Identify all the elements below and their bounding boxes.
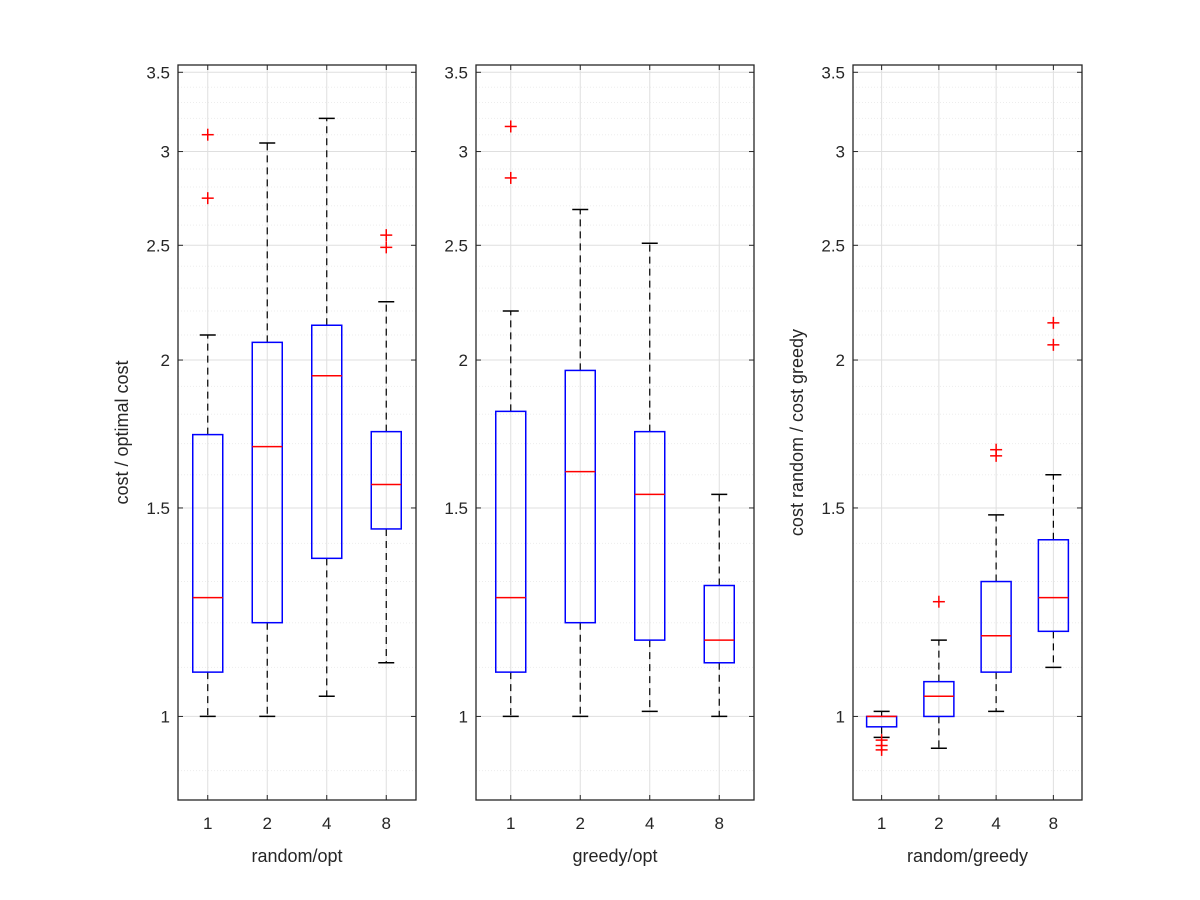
- axes-frame: [177, 64, 417, 801]
- y-axis-label: cost random / cost greedy: [787, 329, 807, 536]
- iqr-box: [192, 433, 224, 673]
- box-1: [865, 710, 898, 756]
- y-tick-label: 2.5: [821, 236, 845, 255]
- y-tick-label: 3: [161, 143, 170, 162]
- box-1: [495, 120, 527, 718]
- iqr-box: [923, 680, 955, 718]
- iqr-box: [980, 580, 1012, 673]
- outlier-marker: [990, 449, 1003, 462]
- x-tick-label: 2: [576, 814, 585, 833]
- y-tick-label: 1.5: [821, 499, 845, 518]
- y-tick-label: 3: [836, 143, 845, 162]
- box-2: [251, 142, 283, 718]
- x-axis-label: random/opt: [251, 846, 342, 866]
- x-tick-label: 2: [263, 814, 272, 833]
- outlier-marker: [504, 171, 517, 184]
- axes-frame: [475, 64, 755, 801]
- x-tick-label: 8: [715, 814, 724, 833]
- iqr-box: [703, 584, 735, 664]
- iqr-box: [634, 430, 666, 641]
- y-tick-label: 2: [459, 351, 468, 370]
- box-8: [1037, 316, 1070, 669]
- axes-frame: [852, 64, 1083, 801]
- iqr-box: [495, 410, 527, 673]
- box-2: [923, 595, 955, 750]
- chart-panel-1: 1 1.5 2 2.5 3 3.5 1 2 4 8 random/opt cost / optimal…: [112, 63, 417, 866]
- x-tick-label: 1: [506, 814, 515, 833]
- iqr-box: [251, 341, 283, 624]
- box-4: [634, 242, 666, 713]
- y-tick-label: 2.5: [146, 236, 170, 255]
- outlier-marker: [201, 192, 214, 205]
- x-tick-label: 4: [991, 814, 1000, 833]
- y-tick-label: 2.5: [444, 236, 468, 255]
- iqr-box: [1037, 539, 1070, 633]
- y-tick-label: 1.5: [444, 499, 468, 518]
- x-tick-label: 4: [645, 814, 654, 833]
- y-tick-label: 3.5: [146, 63, 170, 82]
- y-tick-label: 2: [836, 351, 845, 370]
- x-tick-label: 4: [322, 814, 331, 833]
- x-tick-label: 1: [877, 814, 886, 833]
- x-axis-label: greedy/opt: [572, 846, 657, 866]
- outlier-marker: [504, 120, 517, 133]
- outlier-marker: [875, 743, 888, 756]
- x-tick-label: 1: [203, 814, 212, 833]
- box-4: [980, 443, 1012, 713]
- y-tick-label: 3: [459, 143, 468, 162]
- x-tick-label: 8: [1049, 814, 1058, 833]
- outlier-marker: [1047, 338, 1060, 351]
- box-2: [564, 208, 596, 718]
- chart-panel-2: 1 1.5 2 2.5 3 3.5 1 2 4 8 greedy/opt: [444, 63, 755, 866]
- y-tick-label: 1: [836, 707, 845, 726]
- outlier-marker: [380, 241, 393, 254]
- y-tick-label: 2: [161, 351, 170, 370]
- y-tick-label: 1: [161, 707, 170, 726]
- iqr-box: [370, 430, 402, 530]
- iqr-box: [311, 324, 343, 560]
- x-tick-label: 8: [382, 814, 391, 833]
- outlier-marker: [201, 128, 214, 141]
- y-tick-label: 1: [459, 707, 468, 726]
- x-axis-label: random/greedy: [907, 846, 1028, 866]
- chart-panel-3: 1 1.5 2 2.5 3 3.5 1 2 4 8 random/greedy cost random…: [787, 63, 1083, 866]
- x-tick-label: 2: [934, 814, 943, 833]
- outlier-marker: [932, 595, 945, 608]
- y-tick-label: 3.5: [444, 63, 468, 82]
- y-axis-label: cost / optimal cost: [112, 360, 132, 504]
- y-tick-label: 3.5: [821, 63, 845, 82]
- box-8: [703, 493, 735, 718]
- outlier-marker: [1047, 316, 1060, 329]
- box-8: [370, 229, 402, 664]
- iqr-box: [564, 369, 596, 624]
- box-1: [192, 128, 224, 718]
- outlier-marker: [380, 229, 393, 242]
- y-tick-label: 1.5: [146, 499, 170, 518]
- box-4: [311, 117, 343, 698]
